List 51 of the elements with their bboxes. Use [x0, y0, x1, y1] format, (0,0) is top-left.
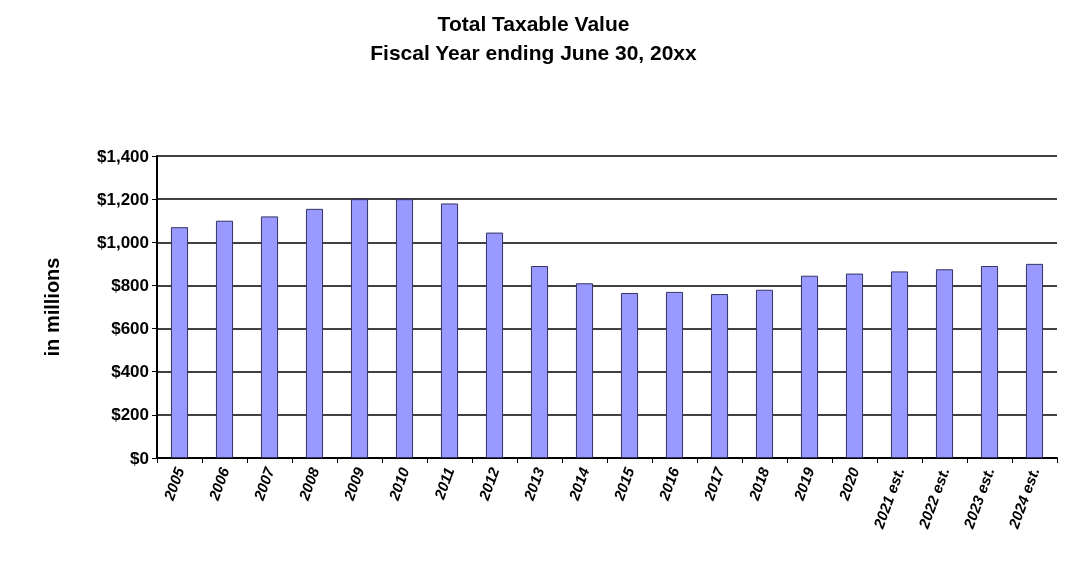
- y-tick-label: $0: [130, 448, 149, 468]
- x-tick-label: 2007: [249, 464, 278, 504]
- y-tick-label: $200: [111, 405, 149, 425]
- x-tick-label: 2023 est.: [959, 465, 998, 532]
- bar: [755, 289, 774, 458]
- bar: [440, 203, 459, 458]
- bar: [935, 269, 954, 458]
- bar: [800, 275, 819, 458]
- chart-subtitle: Fiscal Year ending June 30, 20xx: [370, 41, 698, 64]
- x-tick-label: 2012: [474, 464, 503, 504]
- y-tick-label: $800: [111, 275, 149, 295]
- y-axis-title: in millions: [41, 257, 63, 357]
- y-tick-label: $600: [111, 319, 149, 339]
- x-tick-label: 2021 est.: [869, 465, 908, 532]
- x-tick-label: 2019: [789, 464, 818, 504]
- bar: [215, 220, 234, 458]
- bar: [260, 216, 279, 458]
- bar: [170, 227, 189, 458]
- x-tick-label: 2011: [430, 465, 458, 503]
- x-tick-label: 2014: [564, 464, 593, 504]
- bar: [665, 291, 684, 458]
- bar: [530, 266, 549, 458]
- x-tick-label: 2016: [654, 464, 683, 504]
- x-tick-label: 2006: [204, 464, 233, 504]
- bar: [710, 294, 729, 458]
- x-tick-label: 2015: [609, 464, 638, 504]
- y-tick-label: $1,200: [97, 189, 149, 209]
- x-tick-label: 2005: [159, 464, 188, 504]
- x-tick-label: 2017: [699, 464, 728, 504]
- chart-title: Total Taxable Value: [437, 12, 630, 35]
- bar: [305, 208, 324, 458]
- x-tick-label: 2013: [519, 464, 548, 504]
- y-tick-label: $1,400: [97, 146, 149, 166]
- y-tick-label: $1,000: [97, 232, 149, 252]
- bar: [350, 199, 369, 458]
- bar: [980, 266, 999, 458]
- bar: [575, 283, 594, 458]
- bar: [395, 199, 414, 458]
- bar: [890, 271, 909, 458]
- bar: [620, 292, 639, 458]
- bar: [485, 232, 504, 458]
- bar: [845, 273, 864, 458]
- x-tick-label: 2018: [744, 464, 773, 504]
- x-tick-label: 2022 est.: [914, 465, 953, 532]
- x-tick-label: 2020: [834, 464, 863, 504]
- x-tick-label: 2010: [384, 464, 413, 504]
- x-tick-label: 2024 est.: [1004, 465, 1043, 532]
- x-tick-label: 2009: [339, 464, 368, 504]
- bar: [1025, 263, 1044, 458]
- y-tick-label: $400: [111, 362, 149, 382]
- x-tick-label: 2008: [294, 464, 323, 504]
